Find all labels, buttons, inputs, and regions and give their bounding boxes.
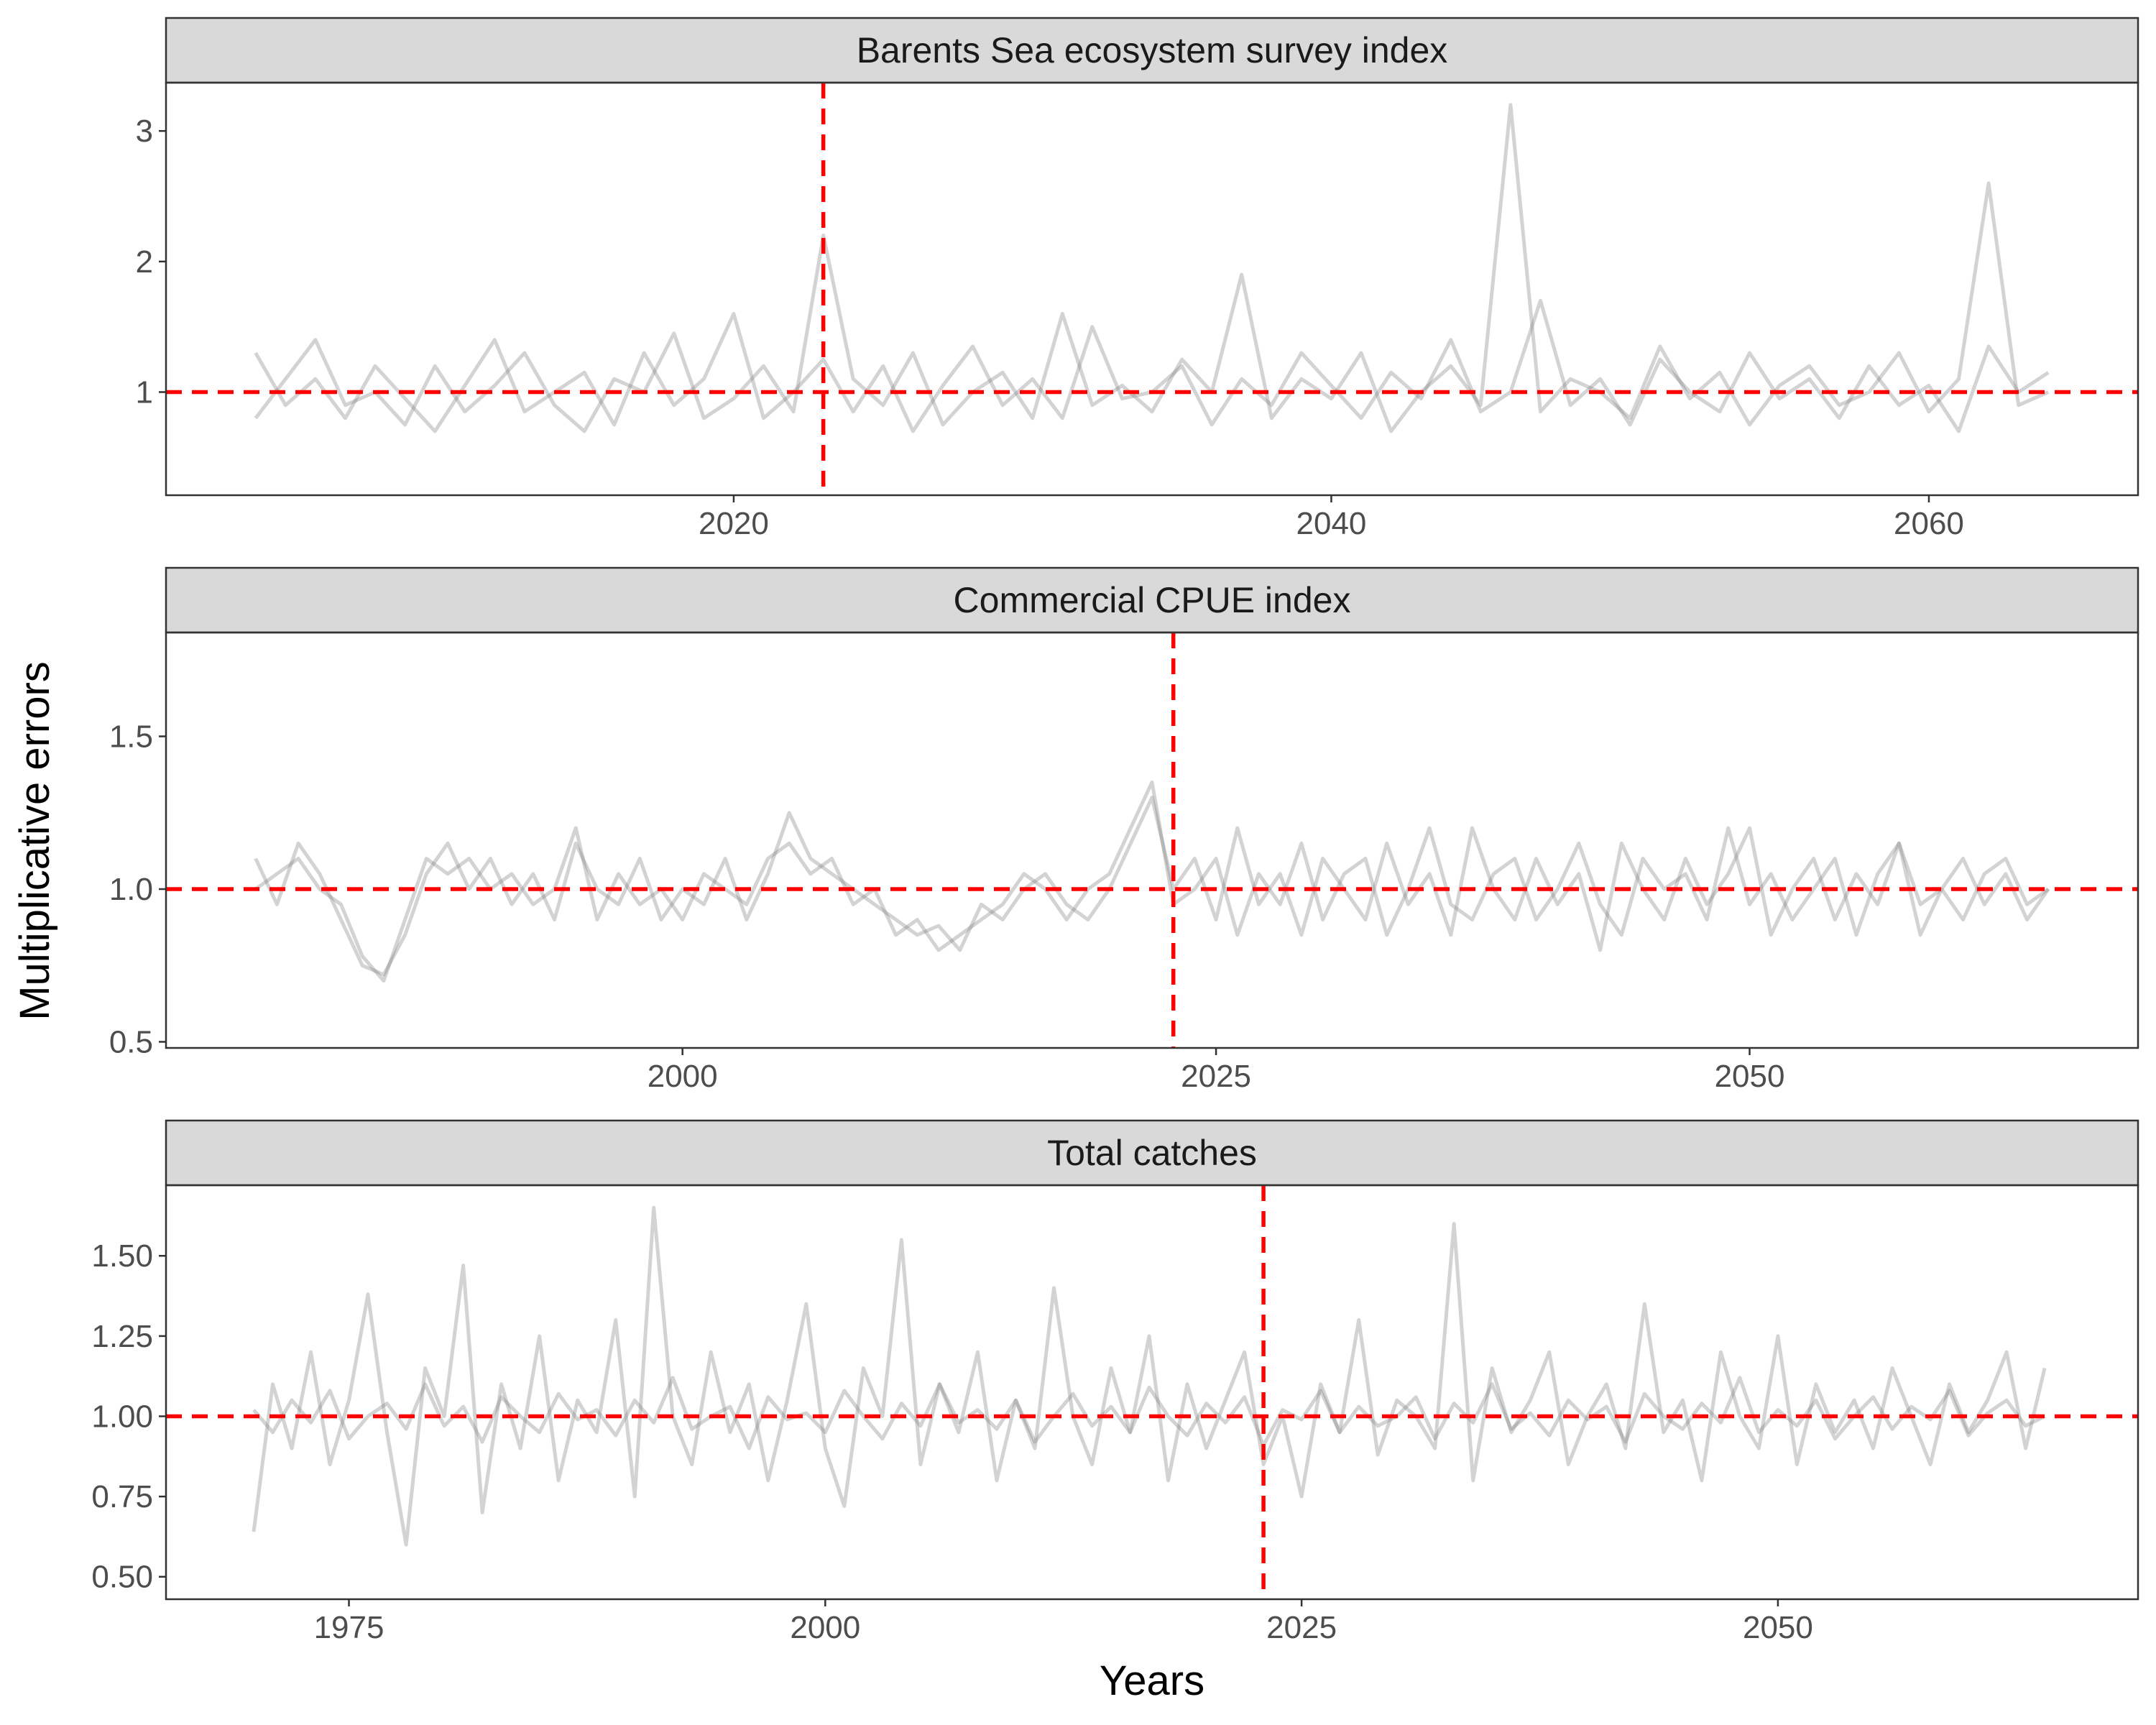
x-tick-label: 1975	[314, 1610, 384, 1645]
panel-1: Barents Sea ecosystem survey index 2020 20…	[136, 17, 2139, 541]
x-tick-label: 2000	[648, 1059, 718, 1094]
panel-title: Barents Sea ecosystem survey index	[857, 30, 1448, 70]
series-line-1	[254, 796, 2050, 977]
x-tick-label: 2000	[790, 1610, 860, 1645]
x-tick-label: 2025	[1181, 1059, 1251, 1094]
y-tick-label: 1	[136, 375, 153, 410]
y-tick-label: 2	[136, 244, 153, 280]
y-tick-label: 0.50	[91, 1560, 153, 1595]
plot-area	[166, 1185, 2138, 1599]
y-tick-label: 0.5	[109, 1025, 153, 1060]
series-line-2	[254, 780, 2050, 983]
y-tick-label: 0.75	[91, 1479, 153, 1514]
series-line-2	[252, 1205, 2047, 1547]
panel-strip	[165, 566, 2139, 634]
series-line-2	[254, 103, 2050, 433]
x-tick-label: 2020	[699, 506, 769, 541]
y-tick-label: 1.0	[109, 872, 153, 907]
y-tick-label: 1.00	[91, 1399, 153, 1434]
plot-area	[166, 632, 2138, 1048]
y-tick-label: 1.25	[91, 1319, 153, 1354]
x-tick-label: 2050	[1743, 1610, 1813, 1645]
panel-2: Commercial CPUE index 2000 2025 2050 0.5 1.0 1…	[109, 566, 2139, 1094]
panel-3: Total catches 1975 2000 2025 2050 0.50 0.75 1.0…	[91, 1119, 2139, 1645]
y-axis-title: Multiplicative errors	[11, 661, 58, 1021]
panel-border	[165, 81, 2139, 497]
plot-area	[166, 83, 2138, 495]
panel-border	[165, 631, 2139, 1049]
x-tick-label: 2060	[1894, 506, 1964, 541]
panel-strip	[165, 17, 2139, 84]
x-tick-label: 2025	[1266, 1610, 1337, 1645]
panel-title: Commercial CPUE index	[954, 580, 1351, 620]
series-line-1	[252, 1376, 2046, 1450]
x-axis-title: Years	[1100, 1657, 1204, 1704]
y-tick-label: 1.5	[109, 719, 153, 755]
x-tick-label: 2040	[1296, 506, 1367, 541]
y-tick-label: 1.50	[91, 1238, 153, 1274]
x-tick-label: 2050	[1715, 1059, 1785, 1094]
panel-strip	[165, 1119, 2139, 1187]
panel-border	[165, 1184, 2139, 1601]
panel-title: Total catches	[1047, 1133, 1257, 1173]
y-tick-label: 3	[136, 114, 153, 149]
